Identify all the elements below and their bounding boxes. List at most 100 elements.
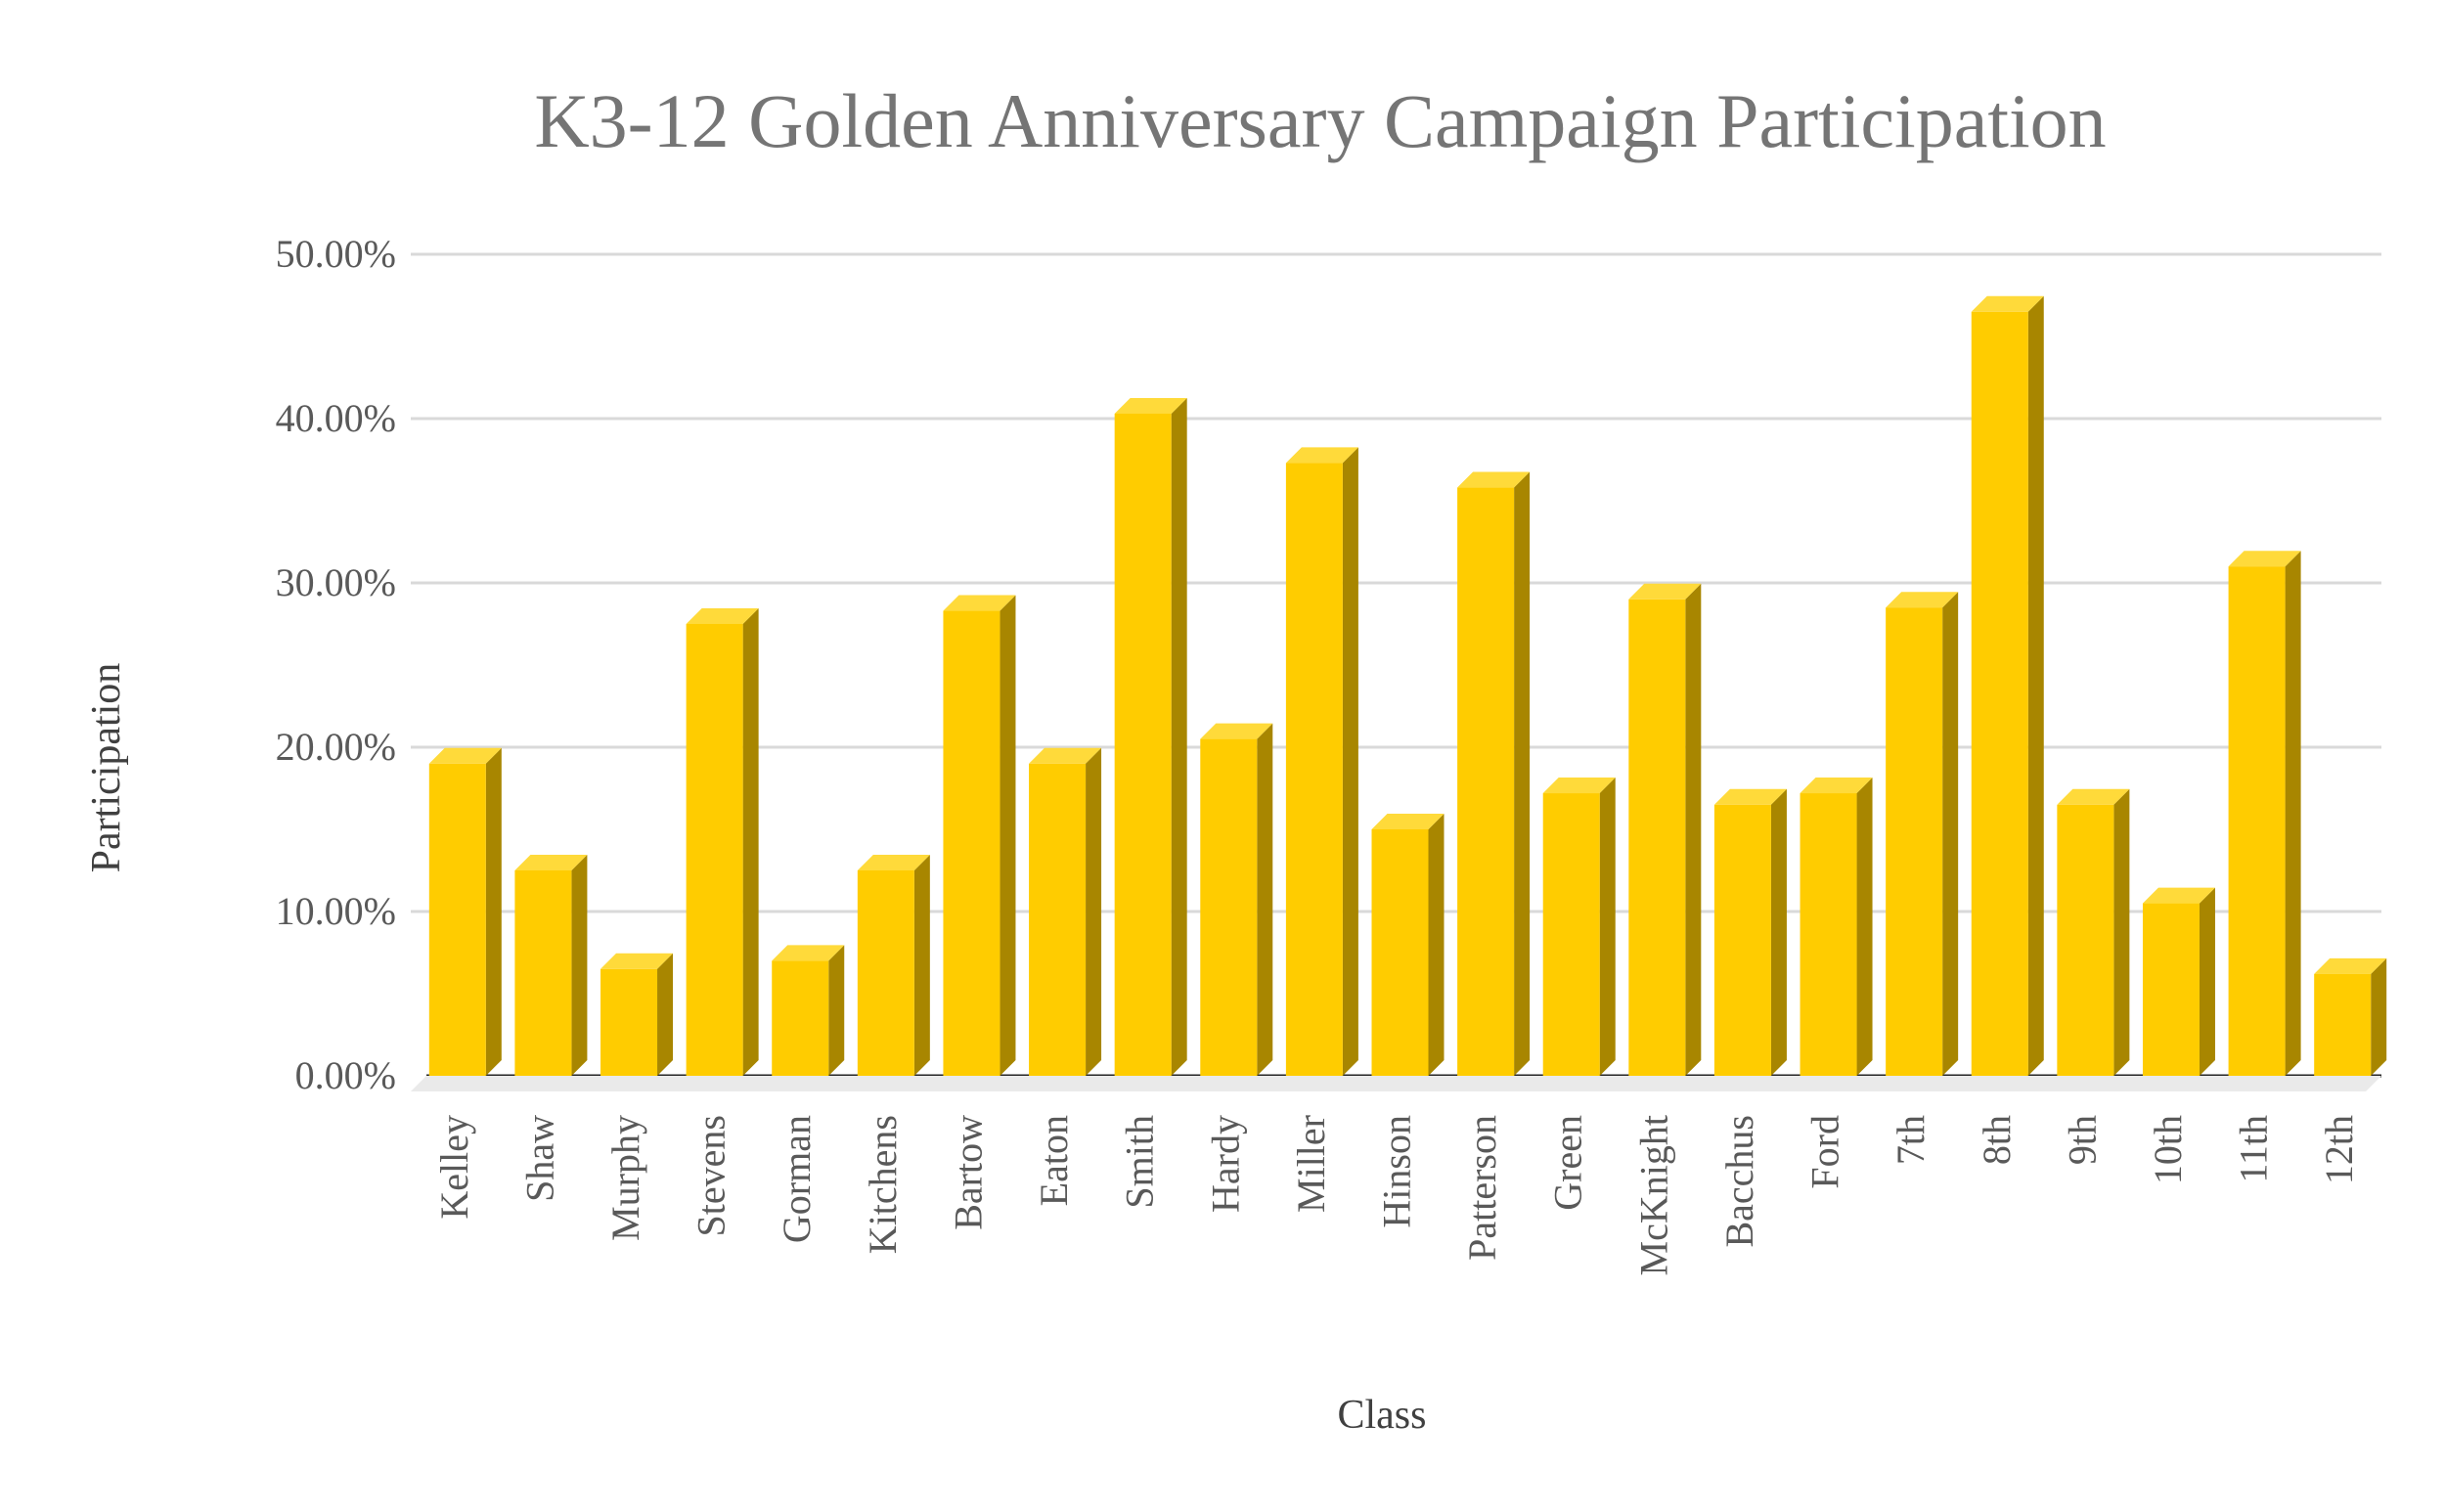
x-tick-label: Shaw bbox=[517, 1115, 561, 1202]
x-tick-label: Hardy bbox=[1203, 1115, 1247, 1213]
bar bbox=[1371, 814, 1445, 1076]
bar bbox=[1114, 397, 1187, 1077]
bar-side bbox=[2027, 295, 2044, 1076]
bar-front bbox=[2228, 566, 2286, 1076]
bars bbox=[428, 295, 2387, 1077]
bar-front bbox=[1200, 738, 1258, 1076]
bar-top bbox=[600, 953, 674, 969]
bar-top bbox=[857, 855, 930, 870]
bar-front bbox=[428, 763, 486, 1076]
bar bbox=[514, 855, 588, 1076]
bar-top bbox=[2142, 887, 2215, 904]
bar-side bbox=[2113, 788, 2130, 1076]
bar bbox=[2142, 887, 2215, 1076]
bar bbox=[1029, 747, 1102, 1076]
bar-side bbox=[1770, 788, 1787, 1076]
bar bbox=[1800, 778, 1873, 1076]
bar-front bbox=[1457, 487, 1515, 1076]
bar-top bbox=[514, 855, 588, 870]
x-tick-label: Murphy bbox=[603, 1115, 647, 1241]
bar-side bbox=[1171, 397, 1187, 1077]
bar bbox=[1713, 788, 1787, 1076]
bar-side bbox=[1000, 595, 1016, 1076]
bar-side bbox=[1856, 778, 1873, 1076]
bar-top bbox=[772, 945, 845, 961]
bar-front bbox=[1713, 804, 1771, 1076]
bar-front bbox=[686, 624, 743, 1076]
bar-top bbox=[1886, 592, 1959, 608]
bar-front bbox=[2057, 804, 2114, 1076]
bar bbox=[1628, 583, 1702, 1076]
bar-side bbox=[1514, 471, 1531, 1076]
bar bbox=[2228, 551, 2301, 1076]
bar-front bbox=[857, 870, 914, 1076]
bar-side bbox=[1942, 592, 1959, 1076]
x-tick-label: 9th bbox=[2060, 1115, 2104, 1165]
bar-side bbox=[742, 608, 759, 1076]
bar-side bbox=[1428, 814, 1445, 1076]
bar-front bbox=[1542, 793, 1600, 1076]
bar bbox=[2057, 788, 2130, 1076]
x-tick-label: Miller bbox=[1289, 1115, 1333, 1213]
bar bbox=[1971, 295, 2044, 1076]
x-tick-label: Eaton bbox=[1032, 1115, 1076, 1206]
bar-front bbox=[1800, 793, 1857, 1076]
bar-front bbox=[2314, 973, 2372, 1076]
bar bbox=[1200, 723, 1273, 1076]
bar-top bbox=[2314, 957, 2387, 974]
x-tick-label: Kelley bbox=[432, 1115, 476, 1220]
bar-side bbox=[657, 953, 674, 1076]
bar-front bbox=[1886, 607, 1943, 1076]
bar-front bbox=[1114, 413, 1172, 1077]
bar-top bbox=[1114, 397, 1187, 414]
x-tick-label: Stevens bbox=[689, 1115, 734, 1236]
x-axis-title: Class bbox=[1337, 1393, 1426, 1438]
bar-top bbox=[2057, 788, 2130, 805]
x-tick-label: Bartow bbox=[946, 1115, 990, 1230]
y-tick-label: 50.00% bbox=[276, 232, 396, 276]
x-tick-label: Gorman bbox=[775, 1115, 819, 1243]
bar-side bbox=[1685, 583, 1702, 1076]
bar-side bbox=[2371, 957, 2387, 1076]
bar-front bbox=[943, 610, 1000, 1076]
x-tick-label: McKnight bbox=[1631, 1115, 1675, 1275]
bar-top bbox=[1971, 295, 2044, 312]
y-tick-label: 40.00% bbox=[276, 396, 396, 440]
x-tick-label: 11th bbox=[2232, 1115, 2276, 1183]
bar-front bbox=[600, 968, 658, 1076]
bar bbox=[1542, 778, 1616, 1076]
bar bbox=[600, 953, 674, 1076]
bar-top bbox=[1457, 471, 1531, 488]
bar-top bbox=[1628, 583, 1702, 600]
bar-front bbox=[2142, 903, 2200, 1076]
bar bbox=[428, 747, 502, 1076]
chart-floor bbox=[411, 1076, 2381, 1091]
x-tick-label: 10th bbox=[2146, 1115, 2190, 1184]
chart-title: K3-12 Golden Anniversary Campaign Partic… bbox=[534, 78, 2106, 163]
bar bbox=[686, 608, 759, 1076]
bar-side bbox=[1599, 778, 1616, 1076]
x-tick-label: Smith bbox=[1118, 1115, 1162, 1209]
y-axis-tick-labels: 0.00% 10.00% 20.00% 30.00% 40.00% 50.00% bbox=[276, 232, 396, 1097]
x-tick-label: Bacchus bbox=[1717, 1115, 1761, 1248]
bar-top bbox=[1542, 778, 1616, 794]
bar bbox=[772, 945, 845, 1076]
x-tick-label: Green bbox=[1546, 1115, 1590, 1211]
bar-top bbox=[943, 595, 1016, 611]
bar-front bbox=[772, 960, 829, 1076]
bar-front bbox=[1371, 829, 1429, 1076]
bar-top bbox=[686, 608, 759, 624]
y-tick-label: 30.00% bbox=[276, 560, 396, 604]
x-axis-tick-labels: Kelley Shaw Murphy Stevens Gorman Kitchens Bar… bbox=[432, 1115, 2361, 1276]
x-tick-label: Hinson bbox=[1375, 1115, 1419, 1228]
x-tick-label: 7th bbox=[1889, 1115, 1933, 1165]
x-tick-label: 8th bbox=[1975, 1115, 2019, 1165]
y-tick-label: 20.00% bbox=[276, 725, 396, 769]
bar bbox=[857, 855, 930, 1076]
chart-floor-plane bbox=[411, 1076, 2381, 1091]
y-axis-title: Participation bbox=[84, 663, 129, 873]
x-tick-label: 12th bbox=[2317, 1115, 2361, 1184]
bar-side bbox=[2199, 887, 2215, 1076]
bar-top bbox=[1285, 447, 1358, 464]
